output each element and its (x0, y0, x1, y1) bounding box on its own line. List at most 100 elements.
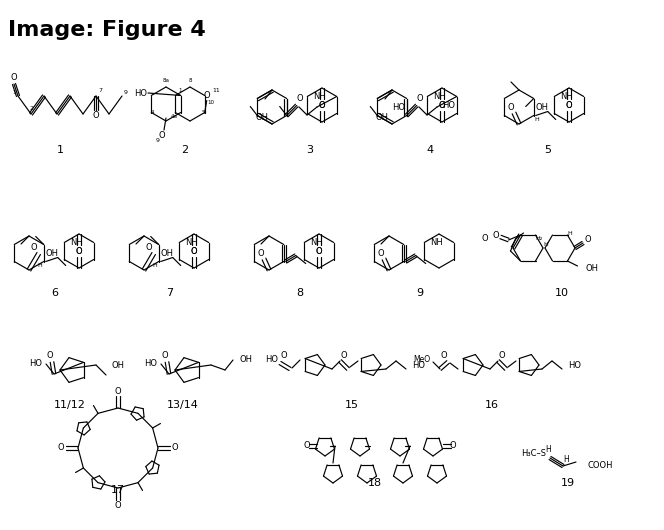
Text: O: O (482, 234, 489, 243)
Text: O: O (46, 351, 53, 360)
Text: 3: 3 (307, 145, 313, 155)
Text: 1: 1 (12, 90, 16, 94)
Text: O: O (416, 94, 423, 103)
Text: HO: HO (412, 360, 425, 369)
Text: COOH: COOH (588, 462, 614, 471)
Text: 11/12: 11/12 (54, 400, 86, 410)
Text: O: O (93, 111, 100, 120)
Text: 17: 17 (111, 485, 125, 495)
Text: OH: OH (46, 249, 58, 258)
Text: NH: NH (313, 92, 326, 101)
Text: 18: 18 (368, 478, 382, 488)
Text: O: O (58, 444, 64, 453)
Text: 4: 4 (150, 110, 154, 114)
Text: NH: NH (310, 238, 323, 247)
Text: O: O (499, 350, 505, 359)
Text: HO: HO (568, 360, 581, 369)
Text: 1: 1 (178, 87, 182, 93)
Text: OH: OH (112, 360, 125, 369)
Text: O: O (76, 246, 82, 255)
Text: O: O (450, 441, 456, 450)
Text: O: O (315, 246, 322, 255)
Text: H: H (544, 242, 548, 246)
Text: 7: 7 (98, 89, 102, 93)
Text: 4: 4 (426, 145, 434, 155)
Text: O: O (319, 101, 325, 110)
Text: OH: OH (536, 103, 548, 112)
Text: OH: OH (375, 113, 388, 122)
Text: O: O (191, 246, 197, 255)
Text: O: O (566, 101, 572, 110)
Text: O: O (303, 441, 310, 450)
Text: HO: HO (392, 103, 405, 112)
Text: H: H (567, 231, 572, 235)
Text: 8a: 8a (163, 78, 169, 84)
Text: O: O (11, 74, 17, 83)
Text: H: H (152, 263, 157, 268)
Text: O: O (172, 444, 179, 453)
Text: HO: HO (134, 89, 147, 98)
Text: 9: 9 (156, 137, 160, 143)
Text: O: O (258, 249, 264, 258)
Text: 2: 2 (29, 105, 33, 110)
Text: 9: 9 (416, 288, 424, 298)
Text: HO: HO (144, 359, 157, 368)
Text: 9: 9 (124, 90, 128, 94)
Text: O: O (203, 91, 210, 100)
Text: OH: OH (239, 356, 252, 365)
Text: 11: 11 (212, 88, 220, 93)
Text: 5: 5 (544, 145, 552, 155)
Text: O: O (439, 101, 446, 110)
Text: 8: 8 (296, 288, 303, 298)
Text: NH: NH (560, 92, 573, 101)
Text: H₃C–S: H₃C–S (521, 449, 546, 458)
Text: 5: 5 (201, 110, 205, 114)
Text: O: O (585, 234, 592, 243)
Text: 16: 16 (485, 400, 499, 410)
Text: O: O (441, 351, 448, 360)
Text: NH: NH (185, 238, 198, 247)
Text: NH: NH (70, 238, 83, 247)
Text: 4a: 4a (171, 114, 177, 119)
Text: H: H (563, 455, 569, 464)
Text: H: H (545, 446, 551, 455)
Text: NH: NH (430, 238, 443, 247)
Text: 19: 19 (561, 478, 575, 488)
Text: 10: 10 (555, 288, 569, 298)
Text: H: H (37, 263, 42, 268)
Text: 10: 10 (207, 100, 214, 104)
Text: 2: 2 (181, 145, 189, 155)
Text: O: O (439, 101, 446, 110)
Text: HO: HO (265, 356, 278, 365)
Text: O: O (315, 246, 322, 255)
Text: 15: 15 (345, 400, 359, 410)
Text: O: O (115, 386, 122, 395)
Text: NH: NH (434, 92, 446, 101)
Text: 7: 7 (167, 288, 173, 298)
Text: H: H (535, 117, 539, 122)
Text: O: O (341, 350, 347, 359)
Text: 6: 6 (52, 288, 58, 298)
Text: 8: 8 (189, 78, 192, 84)
Text: HO: HO (29, 359, 42, 368)
Text: OH: OH (586, 264, 598, 273)
Text: MeO: MeO (413, 356, 430, 365)
Text: O: O (319, 101, 325, 110)
Text: O: O (378, 249, 384, 258)
Text: Image: Figure 4: Image: Figure 4 (8, 20, 206, 40)
Text: O: O (76, 246, 82, 255)
Text: O: O (31, 243, 37, 252)
Text: O: O (162, 351, 168, 360)
Text: O: O (508, 102, 515, 111)
Text: HO: HO (442, 101, 455, 110)
Text: O: O (145, 243, 152, 252)
Text: OH: OH (255, 113, 268, 122)
Text: O: O (566, 101, 572, 110)
Text: 1: 1 (56, 145, 64, 155)
Text: O: O (115, 500, 122, 509)
Text: OH: OH (161, 249, 174, 258)
Text: 13/14: 13/14 (167, 400, 199, 410)
Text: H₂: H₂ (535, 235, 542, 241)
Text: O: O (296, 94, 303, 103)
Text: O: O (159, 130, 165, 139)
